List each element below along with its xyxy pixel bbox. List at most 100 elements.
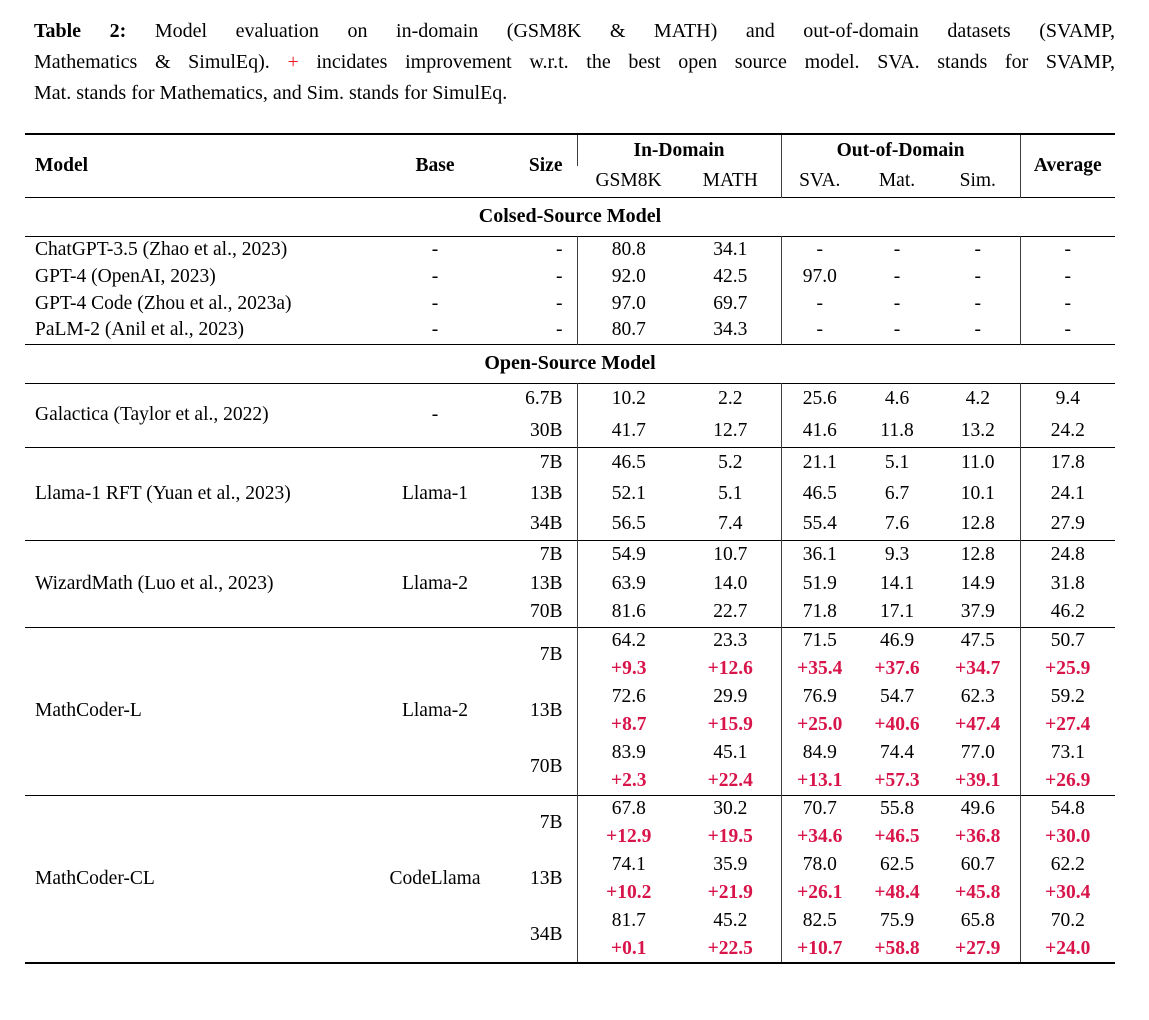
delta-cell: +27.4 <box>1019 711 1116 739</box>
base-cell: Llama-2 <box>401 700 469 721</box>
caption-text-2b: incidates improvement w.r.t. the best op… <box>316 51 1115 73</box>
paper-page: Table 2: Model evaluation on in-domain (… <box>0 16 1149 964</box>
section-header: Open-Source Model <box>25 344 1116 383</box>
value-cell: 4.6 <box>884 388 910 410</box>
section-title: Open-Source Model <box>484 352 656 374</box>
value-cell: 17.8 <box>1019 447 1116 478</box>
table-row: GPT-4 (OpenAI, 2023) - -92.0 42.5 97.0- - - <box>25 263 1116 290</box>
value-cell: 24.8 <box>1019 540 1116 569</box>
delta-cell: +9.3 <box>576 655 680 683</box>
value-cell: 25.6 <box>780 383 858 415</box>
value-cell: - <box>893 238 901 260</box>
delta-cell: +8.7 <box>576 711 680 739</box>
size-cell: 13B <box>529 572 563 594</box>
delta-cell: +34.7 <box>955 658 1001 679</box>
col-header-size: Size <box>528 154 563 176</box>
base-cell: - <box>431 238 439 260</box>
delta-cell: +21.9 <box>707 882 753 903</box>
col-header-math: MATH <box>702 170 758 192</box>
section-header-row: Colsed-Source Model <box>25 197 1115 236</box>
base-cell: - <box>431 292 439 314</box>
caption-line-2: Mathematics & SimulEq). + incidates impr… <box>34 47 1115 78</box>
value-cell: - <box>780 290 858 317</box>
delta-cell: +10.7 <box>780 935 858 963</box>
header-row-1: Model Base Size In-Domain Out-of-Domain … <box>25 134 1116 197</box>
table-row: 34B 56.5 7.4 55.4 7.6 12.8 27.9 <box>25 509 1116 540</box>
size-cell: 7B <box>539 812 563 834</box>
table-row: 34B 81.7 45.2 82.5 75.9 65.8 70.2 <box>25 907 1116 945</box>
value-cell: 5.1 <box>718 482 743 504</box>
delta-cell: +34.6 <box>780 823 858 851</box>
caption-label: Table 2: <box>34 20 127 42</box>
model-cell: Galactica (Taylor et al., 2022) <box>35 404 269 425</box>
size-cell: 13B <box>529 868 563 889</box>
value-cell: 10.1 <box>960 482 995 504</box>
group-mathcoder-cl: MathCoder-CL CodeLlama 7B 67.8 30.2 70.7 55.8 4… <box>25 795 1116 963</box>
value-cell: 54.9 <box>576 540 680 569</box>
group-llama1-rft: Llama-1 RFT (Yuan et al., 2023) Llama-1 7B… <box>25 447 1116 540</box>
delta-cell: +15.9 <box>707 714 753 735</box>
delta-cell: +19.5 <box>707 826 753 847</box>
table-row: MathCoder-L Llama-2 7B 64.2 23.3 71.5 46.9 47.5… <box>25 627 1116 721</box>
value-cell: 80.7 <box>576 317 680 344</box>
delta-cell: +46.5 <box>874 826 920 847</box>
section-header-row: Open-Source Model <box>25 344 1115 383</box>
value-cell: 5.2 <box>718 451 743 473</box>
section-title: Colsed-Source Model <box>478 205 662 227</box>
value-cell: 78.0 <box>780 851 858 879</box>
table-row: 13B 74.1 35.9 78.0 62.5 60.7 62.2 <box>25 851 1116 889</box>
col-header-gsm8k: GSM8K <box>595 170 662 192</box>
value-cell: 74.4 <box>879 742 915 763</box>
base-cell: - <box>431 265 439 287</box>
delta-cell: +39.1 <box>955 769 1001 791</box>
value-cell: 35.9 <box>713 854 748 875</box>
value-cell: 23.3 <box>713 630 748 652</box>
value-cell: 46.5 <box>576 447 680 478</box>
value-cell: 13.2 <box>960 419 995 441</box>
value-cell: 59.2 <box>1019 683 1116 711</box>
delta-row: +2.3 +22.4 +13.1 +57.3 +39.1 +26.9 <box>25 767 1116 795</box>
value-cell: 52.1 <box>576 478 680 509</box>
delta-cell: +10.2 <box>576 879 680 907</box>
col-group-out-of-domain: Out-of-Domain <box>780 134 1021 166</box>
value-cell: 30.2 <box>713 798 748 820</box>
value-cell: 24.1 <box>1019 478 1116 509</box>
delta-cell: +25.0 <box>780 711 858 739</box>
value-cell: 56.5 <box>576 509 680 540</box>
delta-row: +12.9 +19.5 +34.6 +46.5 +36.8 +30.0 <box>25 823 1116 851</box>
col-header-average: Average <box>1019 134 1116 197</box>
col-header-mat: Mat. <box>878 170 916 192</box>
value-cell: 12.8 <box>960 543 995 565</box>
value-cell: 46.2 <box>1019 598 1116 627</box>
delta-cell: +30.4 <box>1019 879 1116 907</box>
delta-cell: +24.0 <box>1019 935 1116 963</box>
table-row: 13B 52.1 5.1 46.5 6.7 10.1 24.1 <box>25 478 1116 509</box>
value-cell: 84.9 <box>780 739 858 767</box>
value-cell: 41.6 <box>780 415 858 447</box>
table-row: Galactica (Taylor et al., 2022) - 6.7B 10.2… <box>25 383 1116 425</box>
size-cell: 30B <box>529 419 563 441</box>
delta-cell: +27.9 <box>955 937 1001 959</box>
value-cell: 21.1 <box>780 447 858 478</box>
value-cell: - <box>1019 236 1116 263</box>
value-cell: 34.3 <box>713 319 748 341</box>
delta-cell: +47.4 <box>955 714 1001 735</box>
value-cell: 54.7 <box>879 686 915 707</box>
header-row-2: GSM8K MATH SVA. Mat. Sim. <box>25 166 1115 197</box>
value-cell: 10.2 <box>576 383 680 415</box>
value-cell: 75.9 <box>879 910 915 931</box>
value-cell: - <box>974 265 982 287</box>
delta-row: +8.7 +15.9 +25.0 +40.6 +47.4 +27.4 <box>25 711 1116 739</box>
value-cell: 72.6 <box>576 683 680 711</box>
base-cell: - <box>431 319 439 341</box>
table-row: WizardMath (Luo et al., 2023) Llama-2 7B 54… <box>25 540 1116 594</box>
value-cell: 76.9 <box>780 683 858 711</box>
value-cell: 54.8 <box>1019 795 1116 823</box>
delta-cell: +0.1 <box>576 935 680 963</box>
value-cell: 62.2 <box>1019 851 1116 879</box>
value-cell: - <box>1019 317 1116 344</box>
value-cell: - <box>780 236 858 263</box>
value-cell: 11.8 <box>880 419 914 441</box>
caption-text-1: Model evaluation on in-domain (GSM8K & M… <box>154 20 1115 42</box>
table-row: 70B 83.9 45.1 84.9 74.4 77.0 73.1 <box>25 739 1116 777</box>
